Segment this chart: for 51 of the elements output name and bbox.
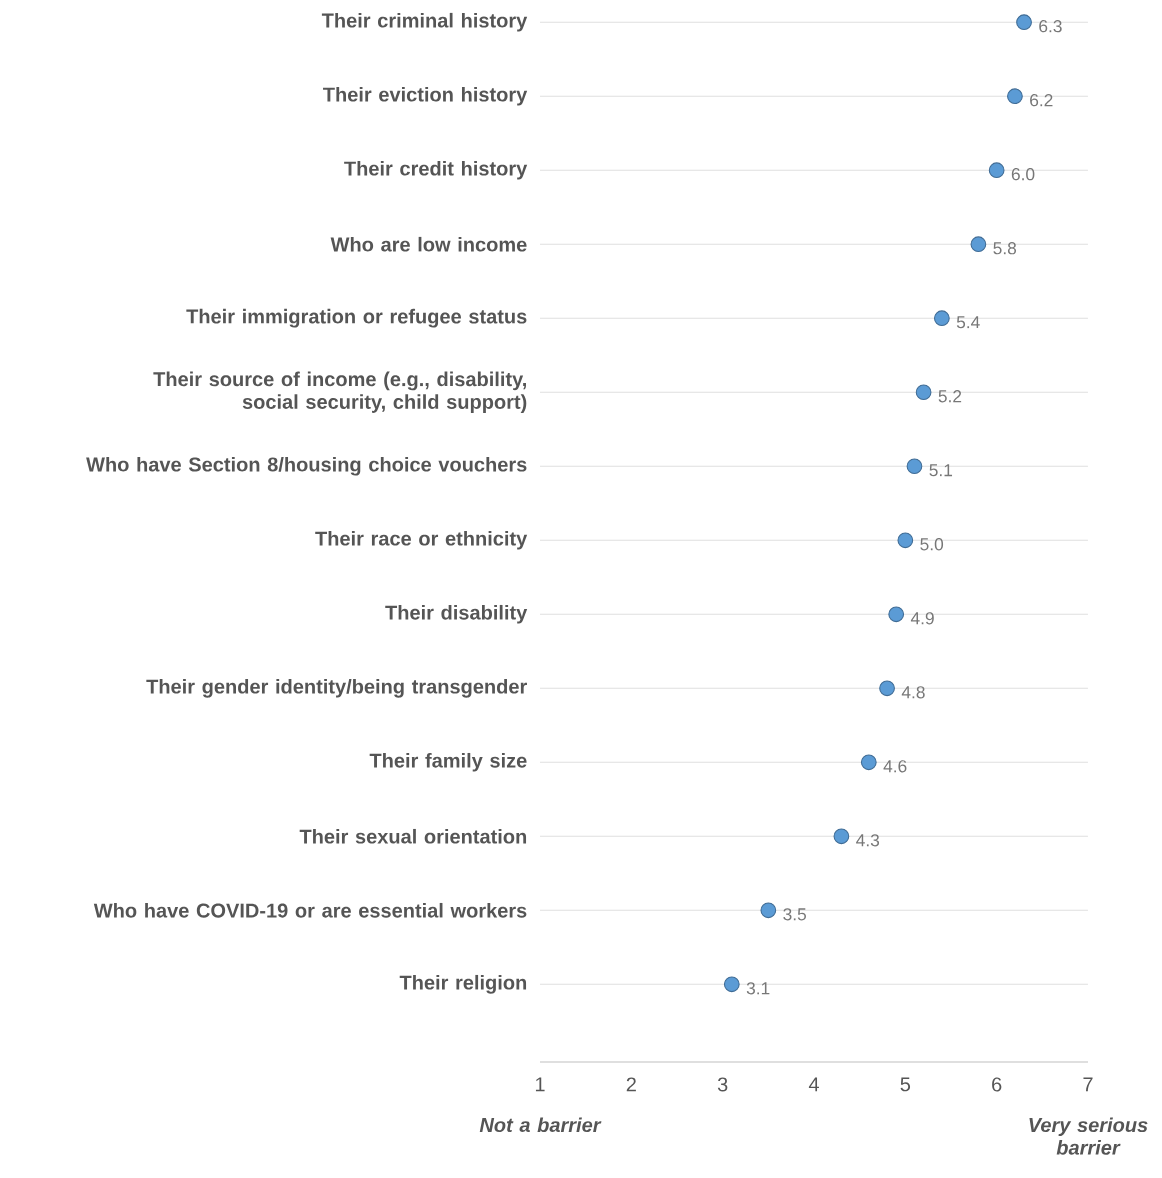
point <box>970 236 987 253</box>
y-tick-label: Who are low income <box>330 236 527 252</box>
text: Very serious barrier <box>1029 1117 1148 1155</box>
y-tick-label: Their immigration or refugee status <box>186 308 527 328</box>
data-label: 5.8 <box>993 242 1017 255</box>
data-label: 6.3 <box>1039 20 1062 33</box>
data-label: 5.1 <box>929 464 953 477</box>
point <box>860 754 877 771</box>
x-tick-label: 5 <box>900 1077 911 1092</box>
point <box>1007 88 1023 105</box>
data-label: 6.2 <box>1030 94 1053 107</box>
x-tick-label: 6 <box>992 1077 1002 1092</box>
y-tick-label: Their sexual orientation <box>299 828 527 844</box>
point <box>915 384 932 401</box>
y-tick-label: Who have Section 8/housing choice vouchers <box>86 456 527 476</box>
y-tick-label: Their gender identity/being transgender <box>146 678 527 698</box>
point <box>879 680 895 697</box>
point <box>888 606 905 623</box>
data-label: 4.6 <box>883 760 907 773</box>
point <box>833 828 850 845</box>
y-tick-label: Their family size <box>369 752 527 772</box>
point <box>1016 14 1032 31</box>
data-label: 5.0 <box>920 538 944 551</box>
y-tick-label: Who have COVID-19 or are essential workers <box>93 902 527 918</box>
y-tick-label: Their eviction history <box>323 86 528 106</box>
y-tick-label: Their religion <box>399 974 527 994</box>
point <box>933 310 950 327</box>
text: Not a barrier <box>479 1117 602 1133</box>
y-tick-label: Their credit history <box>344 160 528 180</box>
y-tick-label: Their disability <box>385 604 528 624</box>
data-label: 5.2 <box>938 390 962 403</box>
data-label: 3.5 <box>783 908 806 921</box>
data-label: 4.3 <box>856 834 880 847</box>
y-tick-label: Their source of income (e.g., disability, social security, child support) <box>153 371 527 413</box>
point <box>906 458 923 475</box>
data-label: 6.0 <box>1011 168 1035 181</box>
point <box>988 162 1005 179</box>
data-label: 5.4 <box>956 316 980 329</box>
data-label: 3.1 <box>746 982 770 995</box>
point <box>760 902 777 919</box>
x-tick-label: 1 <box>535 1077 545 1092</box>
x-tick-label: 7 <box>1083 1077 1093 1092</box>
x-tick-label: 4 <box>808 1077 819 1092</box>
x-tick-label: 2 <box>626 1077 636 1092</box>
y-tick-label: Their criminal history <box>321 12 528 32</box>
y-tick-label: Their race or ethnicity <box>315 530 528 550</box>
data-label: 4.9 <box>910 612 934 625</box>
data-label: 4.8 <box>901 686 925 699</box>
point <box>723 976 740 993</box>
x-tick-label: 3 <box>717 1077 728 1092</box>
point <box>897 532 914 549</box>
